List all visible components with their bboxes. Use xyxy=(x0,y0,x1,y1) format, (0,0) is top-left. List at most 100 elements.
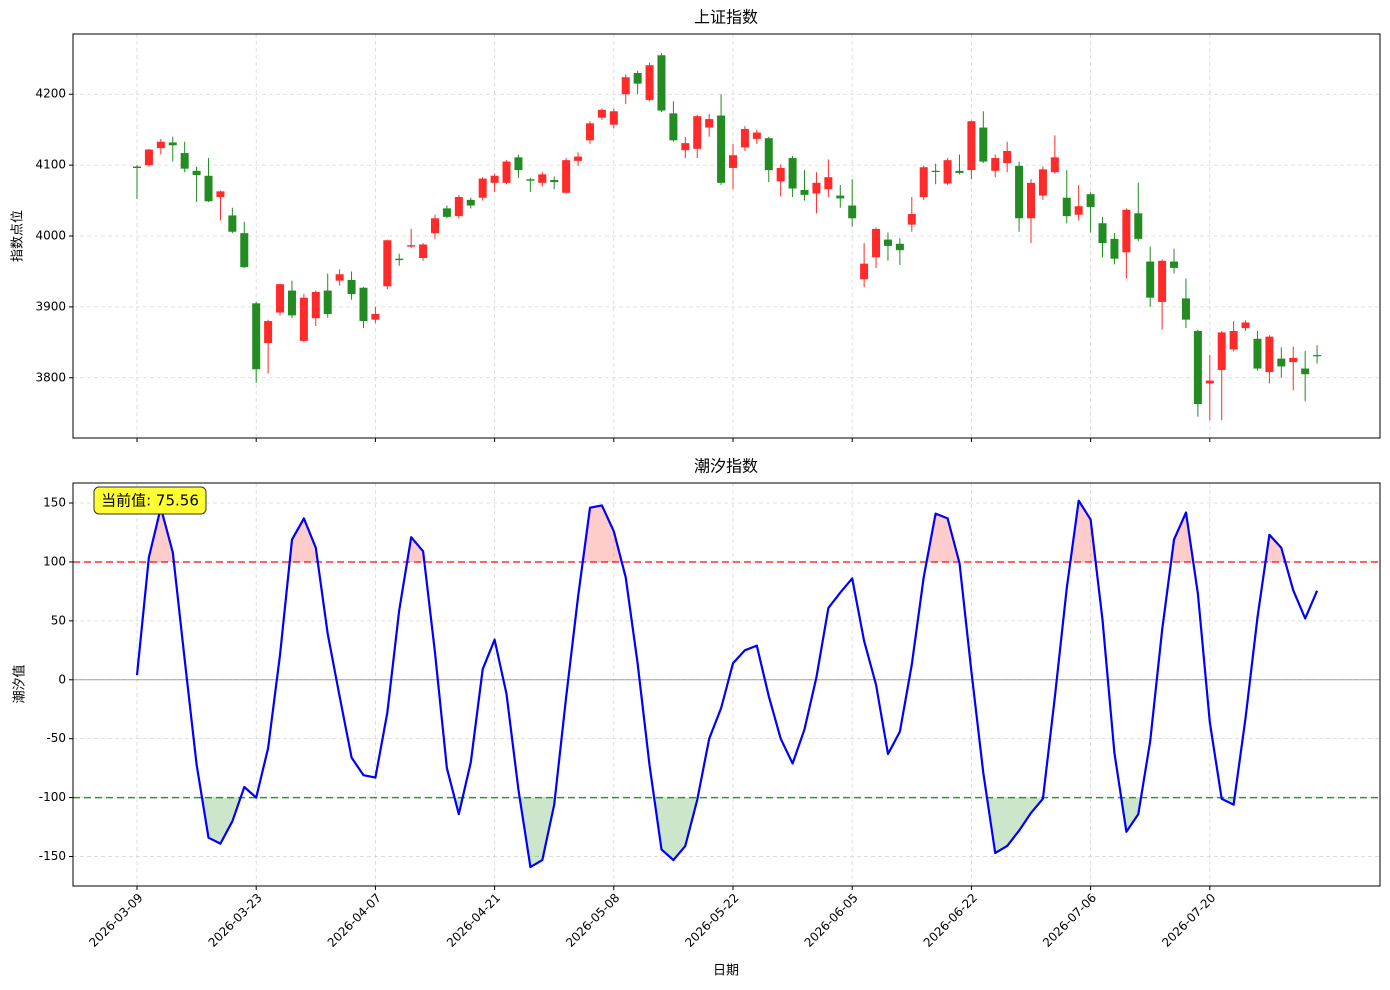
candle-body xyxy=(752,132,761,139)
candle-body xyxy=(466,199,475,206)
x-tick-label: 2026-06-22 xyxy=(921,891,980,950)
candle-body xyxy=(538,174,547,183)
candle-body xyxy=(574,156,583,161)
annotation: 当前值: 75.56 xyxy=(101,492,199,510)
candle-body xyxy=(907,214,916,225)
candle-body xyxy=(502,161,511,183)
candle-body xyxy=(252,303,261,370)
candle-body xyxy=(1217,332,1226,370)
candle-body xyxy=(216,191,225,198)
candle-body xyxy=(335,274,344,281)
candle-body xyxy=(144,149,153,166)
candle-body xyxy=(395,258,404,261)
candle-body xyxy=(431,218,439,234)
candle-body xyxy=(526,179,535,181)
candle-body xyxy=(1027,182,1035,219)
candle-body xyxy=(1265,336,1274,373)
candle-body xyxy=(883,239,892,246)
candle-body xyxy=(192,170,201,176)
threshold-fill xyxy=(303,518,316,562)
line xyxy=(135,499,1319,869)
candle-body xyxy=(597,109,606,118)
candle-body xyxy=(562,160,571,193)
candle-body xyxy=(1110,238,1119,259)
threshold-fill xyxy=(935,513,948,562)
candle-body xyxy=(371,313,380,320)
candle-body xyxy=(299,297,308,341)
y-tick-label: 4100 xyxy=(35,158,66,172)
candle-body xyxy=(1170,261,1179,268)
y-tick-label: 3800 xyxy=(35,370,66,384)
candle-body xyxy=(287,290,296,316)
candle-body xyxy=(514,157,523,171)
candle-body xyxy=(609,111,618,125)
candle-body xyxy=(1122,209,1131,253)
x-tick-label: 2026-05-22 xyxy=(682,891,741,950)
candle-body xyxy=(645,65,654,100)
threshold-fill xyxy=(601,505,614,562)
candle-body xyxy=(550,180,559,183)
annotation-box xyxy=(93,486,207,515)
candle-body xyxy=(347,279,356,295)
threshold-fill xyxy=(530,797,543,868)
candle-body xyxy=(1134,213,1143,239)
candle-body xyxy=(788,158,797,189)
candle-body xyxy=(967,121,976,171)
candle-body xyxy=(1003,150,1012,163)
threshold-fill xyxy=(589,505,602,562)
candle-body xyxy=(1253,338,1262,369)
threshold-fill xyxy=(1174,512,1186,562)
candle-body xyxy=(276,284,285,313)
candle-body xyxy=(1277,358,1286,367)
candle-body xyxy=(359,287,368,322)
candle-body xyxy=(1301,368,1310,375)
candle-body xyxy=(1098,223,1107,244)
candle-body xyxy=(323,290,332,314)
candle-body xyxy=(419,244,428,258)
candle-body xyxy=(1050,157,1059,173)
candle-body xyxy=(919,167,928,198)
y-tick-label: 4200 xyxy=(35,87,66,101)
threshold-fill xyxy=(995,797,1008,854)
x-tick-label: 2026-07-06 xyxy=(1040,891,1099,950)
x-tick-label: 2026-04-07 xyxy=(325,891,384,950)
candle-body xyxy=(180,153,189,169)
candle-body xyxy=(979,127,988,162)
y-tick-label: 100 xyxy=(43,554,66,568)
candle-body xyxy=(1074,206,1083,215)
candle-body xyxy=(1241,322,1250,329)
candle-body xyxy=(204,175,213,202)
y-tick-label: 0 xyxy=(58,672,66,686)
threshold-fill xyxy=(661,797,674,861)
candle-body xyxy=(478,178,487,198)
candle-body xyxy=(621,77,630,95)
candle-body xyxy=(800,189,809,195)
candle-body xyxy=(764,138,773,171)
candle-body xyxy=(1062,197,1071,217)
candle-body xyxy=(383,240,392,287)
y-tick-label: 4000 xyxy=(35,229,66,243)
candle-body xyxy=(1229,330,1238,350)
y-tick-label: 3900 xyxy=(35,299,66,313)
candle-body xyxy=(860,263,869,280)
candle-body xyxy=(1038,169,1047,196)
candle-body xyxy=(454,197,463,217)
y-tick-label: -50 xyxy=(46,731,66,745)
candle-body xyxy=(156,141,165,149)
candle-body xyxy=(836,195,845,199)
candle-body xyxy=(1146,261,1155,298)
candle-body xyxy=(1313,355,1322,357)
candle-body xyxy=(955,170,964,173)
y-tick-label: -150 xyxy=(39,849,66,863)
candle-body xyxy=(657,55,666,111)
candle-body xyxy=(1181,298,1190,320)
candle-body xyxy=(1289,357,1298,363)
candle-body xyxy=(168,142,177,146)
threshold-fill xyxy=(1126,797,1139,832)
candle-body xyxy=(1205,380,1214,384)
y-axis-label: 潮汐值 xyxy=(12,664,28,703)
candle-body xyxy=(228,215,237,232)
y-tick-label: -100 xyxy=(39,790,66,804)
candle-body xyxy=(895,243,904,251)
